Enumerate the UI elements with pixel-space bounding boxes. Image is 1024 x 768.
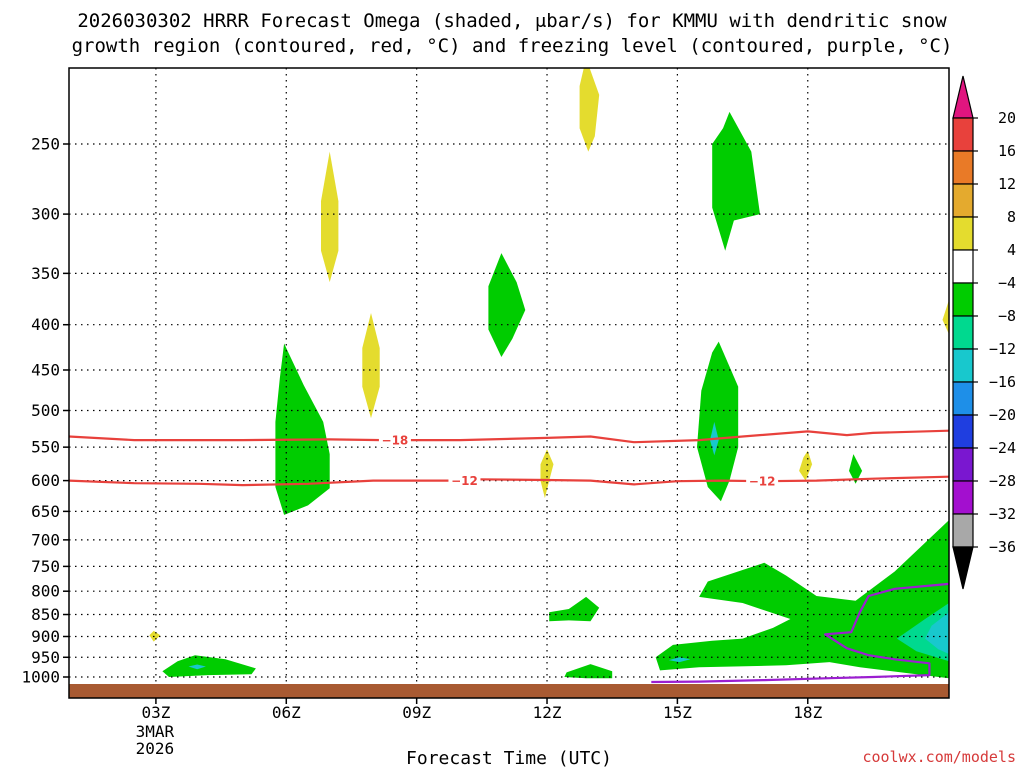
y-axis: 250 300 350 400 450 500 550 600 650 700 750 800 850 9… (21, 135, 69, 687)
y-tick-label-350: 350 (31, 264, 60, 283)
colorbar-swatch-9 (952, 381, 974, 416)
colorbar-label-8: −16 (989, 373, 1016, 391)
contour-label-dgz-minus12: −12 (451, 474, 478, 488)
colorbar-swatch-12 (952, 480, 974, 515)
colorbar-label-12: −32 (989, 505, 1016, 523)
contour-label-dgz-minus18: −18 (382, 434, 409, 448)
y-tick-label-600: 600 (31, 471, 60, 490)
y-tick-label-750: 750 (31, 557, 60, 576)
plot-frame (68, 67, 950, 699)
colorbar-label-10: −24 (989, 439, 1016, 457)
x-tick-sublabel-3-0: 3MAR (136, 722, 175, 741)
contour-dgz-minus12 (69, 475, 949, 487)
contour-freezing-level-0c (651, 582, 949, 684)
omega-region-yellow-12z-580 (540, 449, 554, 499)
colorbar-swatch-8 (952, 348, 974, 383)
y-tick-label-700: 700 (31, 530, 60, 549)
colorbar: 20 16 12 8 4 −4 −8 −12 −16 −20 −24 −28 −32 −36 (952, 75, 1016, 590)
chart-title-line2: growth region (contoured, red, °C) and f… (72, 35, 953, 57)
chart-title-line1: 2026030302 HRRR Forecast Omega (shaded, … (77, 10, 947, 32)
colorbar-label-9: −20 (989, 406, 1016, 424)
credit-text: coolwx.com/models (862, 748, 1016, 766)
colorbar-label-4: 4 (1007, 241, 1016, 259)
y-tick-label-400: 400 (31, 315, 60, 334)
omega-region-cyan-15z-955 (668, 657, 691, 663)
x-tick-label-15: 15Z (663, 703, 692, 722)
contour-label-bg-dgz-minus12 (448, 473, 481, 488)
colorbar-swatch-4 (952, 216, 974, 251)
colorbar-bottom-arrow (952, 546, 974, 590)
contour-label-dgz-minus12-label-right: −12 (749, 475, 776, 489)
y-tick-label-550: 550 (31, 438, 60, 457)
y-tick-label-500: 500 (31, 401, 60, 420)
omega-region-green-06z-column (275, 343, 330, 515)
omega-region-green-12z-860 (549, 596, 600, 622)
colorbar-label-7: −12 (989, 340, 1016, 358)
colorbar-swatch-7 (952, 315, 974, 350)
y-tick-label-650: 650 (31, 502, 60, 521)
x-tick-label-6: 06Z (272, 703, 301, 722)
colorbar-label-5: −4 (998, 274, 1016, 292)
y-tick-label-1000: 1000 (21, 668, 60, 687)
y-tick-label-300: 300 (31, 205, 60, 224)
y-tick-label-450: 450 (31, 360, 60, 379)
colorbar-label-0: 20 (998, 109, 1016, 127)
omega-region-yellow-07z-300 (321, 151, 339, 283)
colorbar-swatch-1 (952, 117, 974, 152)
colorbar-swatch-10 (952, 414, 974, 449)
x-tick-label-12: 12Z (533, 703, 562, 722)
ground-surface (69, 684, 949, 698)
y-tick-label-950: 950 (31, 648, 60, 667)
plot-area: −18 −12 −12 (69, 68, 949, 698)
x-tick-label-9: 09Z (402, 703, 431, 722)
colorbar-label-3: 8 (1007, 208, 1016, 226)
omega-region-green-13z-990 (564, 664, 613, 679)
colorbar-label-11: −28 (989, 472, 1016, 490)
y-tick-label-250: 250 (31, 135, 60, 154)
colorbar-label-2: 12 (998, 175, 1016, 193)
contour-dgz-minus18 (69, 429, 949, 444)
omega-region-green-16z-top (712, 111, 760, 251)
colorbar-label-6: −8 (998, 307, 1016, 325)
omega-region-green-11z-370 (488, 253, 526, 357)
colorbar-swatch-3 (952, 183, 974, 218)
colorbar-label-1: 16 (998, 142, 1016, 160)
omega-region-cyan-04z-980 (188, 664, 206, 670)
contour-lines: −18 −12 −12 (69, 429, 949, 684)
contour-label-bg-dgz-minus18 (378, 433, 411, 448)
y-tick-label-900: 900 (31, 627, 60, 646)
x-tick-label-3: 03Z (141, 703, 170, 722)
colorbar-label-13: −36 (989, 538, 1016, 556)
omega-region-green-19z-580 (849, 454, 863, 484)
colorbar-swatch-11 (952, 447, 974, 482)
omega-region-green-04z-980 (162, 655, 256, 677)
colorbar-swatch-13 (952, 513, 974, 548)
x-tick-label-18: 18Z (793, 703, 822, 722)
x-tick-sublabel-3-1: 2026 (136, 739, 175, 758)
omega-region-yellow-18z-580 (799, 450, 813, 481)
omega-region-yellow-08z-450 (362, 313, 380, 419)
y-tick-label-850: 850 (31, 605, 60, 624)
omega-region-green-16z-mid (697, 341, 739, 502)
colorbar-top-arrow (952, 75, 974, 119)
colorbar-swatch-2 (952, 150, 974, 185)
x-axis-label: Forecast Time (UTC) (406, 748, 612, 768)
colorbar-swatch-6 (952, 282, 974, 317)
y-tick-label-800: 800 (31, 582, 60, 601)
colorbar-swatch-5 (952, 249, 974, 284)
omega-region-yellow-right-edge (942, 299, 949, 335)
omega-region-cyan-lower-right (925, 612, 949, 654)
omega-region-yellow-03z-900 (149, 630, 161, 642)
omega-shaded-regions (149, 68, 949, 679)
contour-label-bg-dgz-minus12-label-right (746, 474, 779, 489)
omega-region-yellow-13z-top (579, 68, 600, 152)
omega-region-green-lower-right (655, 520, 949, 679)
